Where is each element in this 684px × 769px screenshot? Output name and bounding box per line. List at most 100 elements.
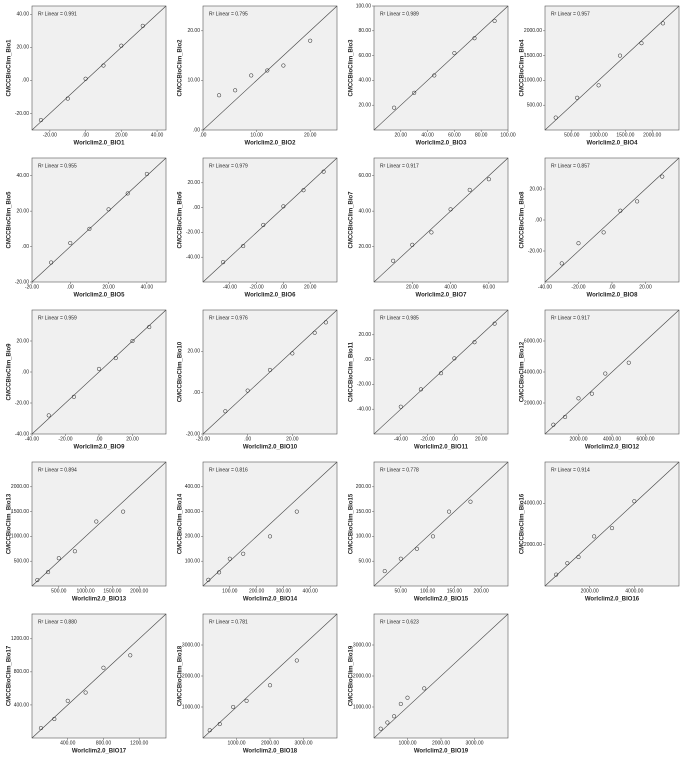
point: [321, 169, 326, 174]
point: [575, 95, 580, 100]
point: [267, 367, 273, 372]
y-tick-label: .00: [364, 357, 371, 363]
point: [83, 76, 88, 81]
point: [83, 690, 88, 695]
y-tick-label: .00: [193, 205, 200, 211]
annotation: R² Linear = 0.959: [38, 315, 77, 321]
y-tick-label: -40.00: [357, 407, 371, 413]
point: [492, 321, 497, 326]
x-tick-label: .00: [67, 284, 74, 290]
annotation: R² Linear = 0.989: [380, 11, 419, 17]
annotation: R² Linear = 0.991: [38, 11, 77, 17]
x-axis-label: Worlclim2.0_BIO9: [74, 445, 126, 451]
point: [438, 371, 444, 376]
annotation: R² Linear = 0.914: [551, 467, 590, 473]
point: [601, 230, 606, 235]
y-axis-label: CMCCBioClim_Bio6: [178, 191, 184, 249]
fit-line: [31, 157, 167, 283]
x-axis-label: Worlclim2.0_BIO19: [414, 749, 469, 755]
point: [576, 241, 581, 246]
point: [492, 18, 497, 23]
x-tick-label: 1000.00: [398, 740, 416, 746]
fit-line: [202, 5, 338, 131]
y-tick-label: 40.00: [358, 78, 371, 84]
point: [551, 422, 556, 427]
point: [418, 387, 423, 392]
point: [398, 556, 403, 561]
y-axis-label: CMCCBioClim_Bio7: [349, 191, 355, 249]
x-tick-label: 100.00: [420, 588, 436, 594]
x-tick-label: -20.00: [196, 436, 210, 442]
point: [87, 226, 92, 231]
point: [265, 68, 270, 73]
x-tick-label: -20.00: [25, 284, 39, 290]
x-tick-label: -20.00: [58, 436, 72, 442]
y-tick-label: -20.00: [186, 431, 200, 437]
annotation: R² Linear = 0.816: [209, 467, 248, 473]
point: [430, 534, 436, 539]
y-tick-label: .00: [193, 390, 200, 396]
fit-line: [373, 309, 509, 435]
point: [267, 534, 273, 539]
point: [106, 207, 111, 212]
point: [119, 43, 124, 48]
x-tick-label: 500.00: [51, 588, 67, 594]
x-tick-label: 20.00: [639, 284, 652, 290]
x-tick-label: 80.00: [475, 132, 488, 138]
x-tick-label: 20.00: [406, 284, 419, 290]
fit-line: [31, 461, 167, 587]
y-tick-label: .00: [22, 369, 29, 375]
x-tick-label: 200.00: [474, 588, 490, 594]
x-axis-label: Worlclim2.0_BIO2: [245, 141, 297, 147]
x-tick-label: 1500.00: [103, 588, 121, 594]
x-axis-label: Worlclim2.0_BIO17: [72, 749, 127, 755]
y-tick-label: 300.00: [185, 509, 201, 515]
x-tick-label: -20.00: [250, 284, 264, 290]
y-tick-label: 100.00: [356, 3, 372, 9]
y-tick-label: 20.00: [16, 45, 29, 51]
x-tick-label: -20.00: [43, 132, 57, 138]
point: [467, 187, 472, 192]
y-tick-label: -20.00: [186, 230, 200, 236]
x-tick-label: -40.00: [394, 436, 408, 442]
point: [94, 519, 99, 524]
x-tick-label: 100.00: [222, 588, 238, 594]
x-tick-label: -40.00: [25, 436, 39, 442]
fit-line: [544, 309, 680, 435]
point: [378, 726, 383, 731]
y-tick-label: 10.00: [187, 78, 200, 84]
annotation: R² Linear = 0.857: [551, 163, 590, 169]
x-tick-label: 20.00: [115, 132, 128, 138]
point: [206, 577, 211, 582]
x-tick-label: .00: [609, 284, 616, 290]
y-tick-label: 20.00: [16, 208, 29, 214]
x-axis-label: Worlclim2.0_BIO11: [414, 445, 469, 451]
annotation: R² Linear = 0.795: [209, 11, 248, 17]
x-tick-label: 400.00: [60, 740, 76, 746]
x-axis-label: Worlclim2.0_BIO8: [587, 293, 639, 299]
fit-line: [202, 613, 338, 739]
y-tick-label: 3000.00: [182, 642, 200, 648]
point: [422, 686, 427, 691]
fit-line: [544, 157, 680, 283]
point: [241, 243, 246, 249]
point: [121, 509, 126, 514]
x-tick-label: 2000.00: [130, 588, 148, 594]
point: [486, 177, 491, 182]
y-axis-label: CMCCBioClim_Bio10: [178, 341, 184, 402]
y-tick-label: 40.00: [16, 12, 29, 18]
x-tick-label: 6000.00: [636, 436, 654, 442]
x-tick-label: 40.00: [141, 284, 154, 290]
point: [144, 171, 149, 176]
point: [72, 549, 77, 554]
y-tick-label: 4000.00: [524, 501, 542, 507]
point: [294, 509, 299, 514]
y-axis-label: CMCCBioClim_Bio3: [349, 39, 355, 97]
y-tick-label: 500.00: [527, 103, 543, 109]
point: [391, 258, 396, 263]
y-axis-label: CMCCBioClim_Bio14: [178, 493, 184, 554]
annotation: R² Linear = 0.894: [38, 467, 77, 473]
y-tick-label: 500.00: [14, 559, 30, 565]
y-tick-label: .00: [22, 78, 29, 84]
point: [565, 561, 570, 566]
